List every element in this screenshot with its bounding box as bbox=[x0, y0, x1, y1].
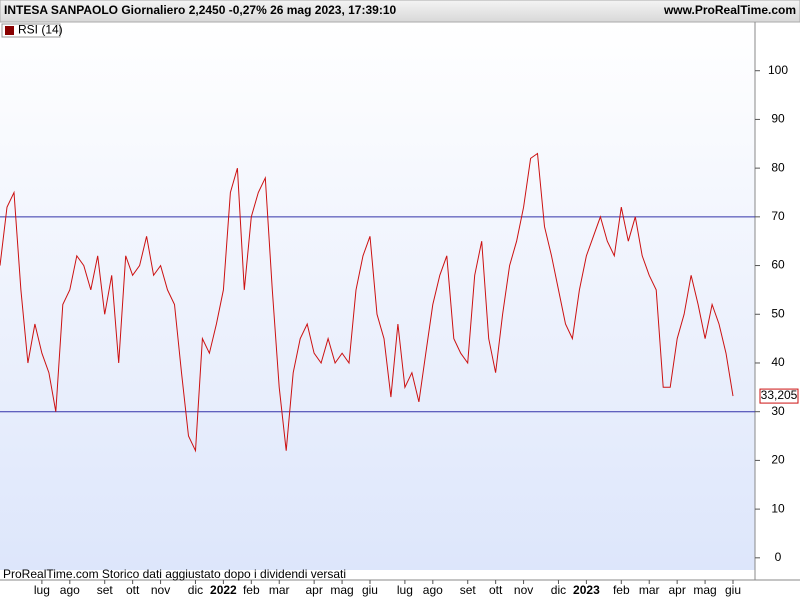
x-tick-label: lug bbox=[397, 583, 413, 597]
x-tick-label: apr bbox=[668, 583, 685, 597]
x-tick-label: giu bbox=[725, 583, 741, 597]
x-tick-label: mag bbox=[330, 583, 353, 597]
y-tick-label: 50 bbox=[771, 306, 785, 320]
legend-box bbox=[1, 23, 61, 38]
y-tick-label: 10 bbox=[771, 501, 785, 515]
y-tick-label: 80 bbox=[771, 160, 785, 174]
x-tick-label: set bbox=[460, 583, 477, 597]
x-tick-label: nov bbox=[514, 583, 533, 597]
legend-label: RSI (14) bbox=[18, 23, 63, 37]
x-tick-label: 2022 bbox=[210, 583, 237, 597]
x-tick-label: feb bbox=[243, 583, 260, 597]
legend-swatch bbox=[5, 26, 14, 35]
x-tick-label: giu bbox=[362, 583, 378, 597]
chart-title: INTESA SANPAOLO Giornaliero 2,2450 -0,27… bbox=[4, 3, 396, 17]
header-bar bbox=[0, 0, 800, 23]
x-tick-label: 2023 bbox=[573, 583, 600, 597]
plot-area bbox=[0, 22, 755, 570]
y-tick-label: 30 bbox=[771, 404, 785, 418]
y-tick-label: 90 bbox=[771, 112, 785, 126]
x-tick-label: nov bbox=[151, 583, 170, 597]
x-tick-label: ott bbox=[489, 583, 503, 597]
y-tick-label: 70 bbox=[771, 209, 785, 223]
source: www.ProRealTime.com bbox=[663, 3, 796, 17]
x-tick-label: lug bbox=[34, 583, 50, 597]
x-tick-label: dic bbox=[551, 583, 566, 597]
last-value-label: 33,205 bbox=[761, 388, 798, 402]
x-tick-label: dic bbox=[188, 583, 203, 597]
x-tick-label: ott bbox=[126, 583, 140, 597]
x-tick-label: mar bbox=[269, 583, 290, 597]
x-tick-label: ago bbox=[423, 583, 443, 597]
x-tick-label: ago bbox=[60, 583, 80, 597]
x-tick-label: apr bbox=[305, 583, 322, 597]
y-tick-label: 20 bbox=[771, 453, 785, 467]
x-tick-label: feb bbox=[613, 583, 630, 597]
y-tick-label: 60 bbox=[771, 258, 785, 272]
rsi-line bbox=[0, 152, 734, 453]
y-tick-label: 0 bbox=[775, 550, 782, 564]
y-tick-label: 40 bbox=[771, 355, 785, 369]
x-tick-label: set bbox=[97, 583, 114, 597]
x-tick-label: mar bbox=[639, 583, 660, 597]
y-tick-label: 100 bbox=[768, 63, 788, 77]
last-value-box bbox=[759, 388, 799, 404]
x-tick-label: mag bbox=[693, 583, 716, 597]
footnote: ProRealTime.com Storico dati aggiustato … bbox=[3, 567, 346, 581]
